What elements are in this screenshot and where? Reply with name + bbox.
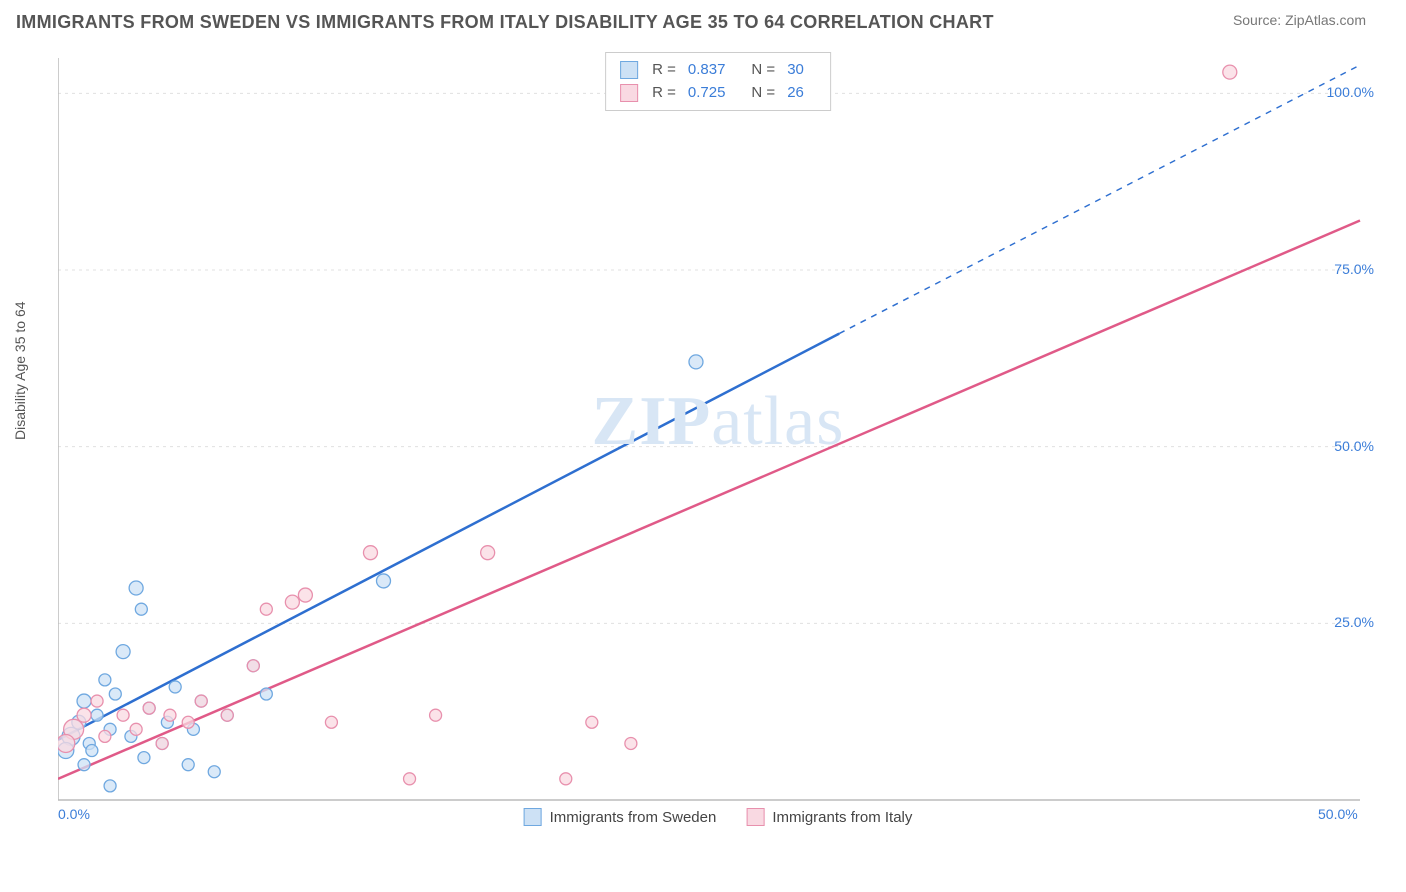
legend-correlation: R = 0.837 N = 30 R = 0.725 N = 26 [605, 52, 831, 111]
legend-series: Immigrants from Sweden Immigrants from It… [524, 808, 913, 826]
legend-row: R = 0.837 N = 30 [620, 59, 816, 82]
x-tick-label: 50.0% [1318, 806, 1358, 822]
legend-r-label: R = [652, 82, 676, 105]
legend-n-value: 30 [787, 59, 804, 82]
legend-item-label: Immigrants from Italy [772, 809, 912, 826]
chart-area: ZIPatlas R =0.837N =30R =0.725N =26 Immi… [58, 48, 1378, 828]
legend-swatch-icon [524, 808, 542, 826]
legend-swatch-icon [620, 61, 638, 79]
y-axis-label: Disability Age 35 to 64 [12, 301, 28, 440]
legend-swatch-icon [620, 84, 638, 102]
legend-row: R = 0.725 N = 26 [620, 82, 816, 105]
legend-r-label: R = [652, 59, 676, 82]
x-tick-label: 0.0% [58, 806, 90, 822]
y-tick-label: 50.0% [1334, 438, 1374, 454]
legend-r-value: 0.837 [688, 59, 726, 82]
y-tick-label: 75.0% [1334, 261, 1374, 277]
header-bar: IMMIGRANTS FROM SWEDEN VS IMMIGRANTS FRO… [0, 0, 1406, 41]
legend-n-value: 26 [787, 82, 804, 105]
legend-item: Immigrants from Italy [746, 808, 912, 826]
legend-r-value: 0.725 [688, 82, 726, 105]
legend-n-label: N = [751, 82, 775, 105]
y-tick-label: 25.0% [1334, 614, 1374, 630]
legend-item: Immigrants from Sweden [524, 808, 717, 826]
source-label: Source: ZipAtlas.com [1233, 12, 1366, 28]
legend-item-label: Immigrants from Sweden [550, 809, 717, 826]
y-tick-label: 100.0% [1327, 84, 1374, 100]
legend-n-label: N = [751, 59, 775, 82]
chart-title: IMMIGRANTS FROM SWEDEN VS IMMIGRANTS FRO… [16, 12, 994, 33]
scatter-plot [58, 48, 1378, 828]
legend-swatch-icon [746, 808, 764, 826]
